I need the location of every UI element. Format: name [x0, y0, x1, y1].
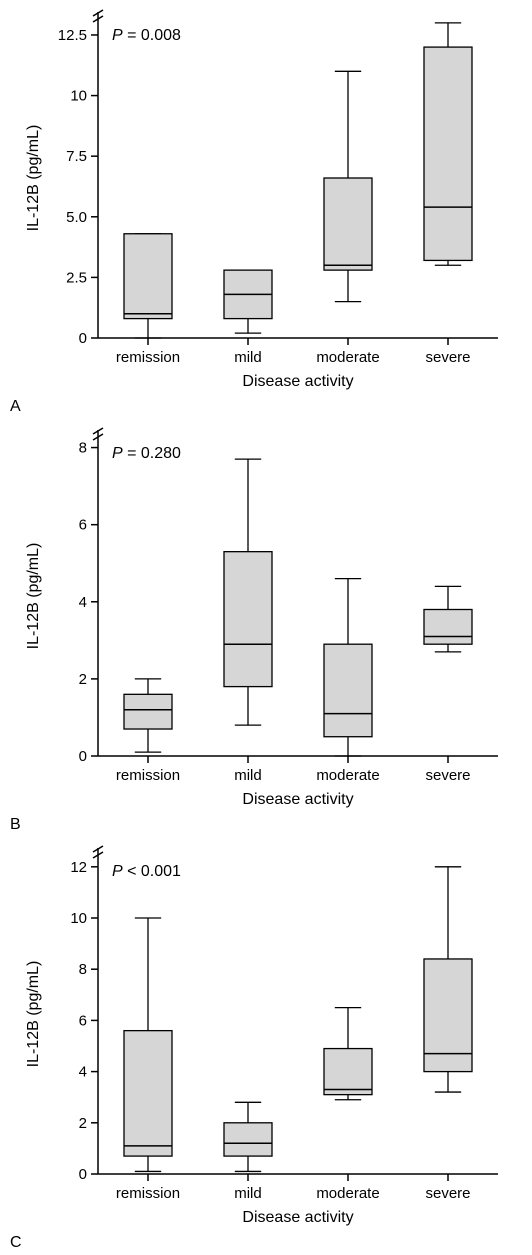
xtick-label: severe — [425, 349, 470, 366]
ytick-label: 6 — [79, 1012, 87, 1029]
xtick-label: severe — [425, 1185, 470, 1202]
boxplot-box — [324, 178, 372, 270]
y-axis-title: IL-12B (pg/mL) — [25, 961, 42, 1068]
ytick-label: 8 — [79, 440, 87, 457]
ytick-label: 6 — [79, 517, 87, 534]
boxplot-box — [324, 1049, 372, 1095]
panel-A: 0 2.5 5.0 7.5 10 12.5 remission mild moderate sev… — [0, 0, 532, 395]
panel-C: 0 2 4 6 8 10 12 remission mild moderate severe IL-1… — [0, 836, 532, 1231]
xtick-label: mild — [234, 349, 262, 366]
xtick-label: moderate — [316, 1185, 379, 1202]
x-axis-title: Disease activity — [242, 373, 353, 390]
panel-A-label: A — [10, 398, 21, 416]
ytick-label: 12 — [70, 859, 87, 876]
xtick-label: remission — [116, 349, 180, 366]
boxplot-box — [124, 694, 172, 729]
boxplot-box — [424, 47, 472, 260]
panel-C-label: C — [10, 1234, 22, 1252]
ytick-label: 0 — [79, 748, 87, 765]
boxplot-box — [424, 959, 472, 1072]
panel-B-label: B — [10, 816, 21, 834]
panel-B: 0 2 4 6 8 remission mild moderate severe IL-12B (… — [0, 418, 532, 813]
pvalue-text: P = 0.280 — [112, 445, 181, 462]
xtick-label: moderate — [316, 767, 379, 784]
x-axis-title: Disease activity — [242, 1209, 353, 1226]
figure-root: 0 2.5 5.0 7.5 10 12.5 remission mild moderate sev… — [0, 0, 532, 1255]
boxplot-box — [424, 609, 472, 644]
pvalue-text: P < 0.001 — [112, 863, 181, 880]
x-axis-title: Disease activity — [242, 791, 353, 808]
xtick-label: moderate — [316, 349, 379, 366]
boxplot-box — [224, 1123, 272, 1156]
ytick-label: 2.5 — [66, 269, 87, 286]
panel-A-svg: 0 2.5 5.0 7.5 10 12.5 remission mild moderate sev… — [0, 0, 532, 395]
pvalue-text: P = 0.008 — [112, 27, 181, 44]
ytick-label: 4 — [79, 1064, 87, 1081]
ytick-label: 2 — [79, 1115, 87, 1132]
boxplot-box — [124, 1031, 172, 1156]
panel-C-svg: 0 2 4 6 8 10 12 remission mild moderate severe IL-1… — [0, 836, 532, 1231]
ytick-label: 7.5 — [66, 148, 87, 165]
y-axis-title: IL-12B (pg/mL) — [25, 543, 42, 650]
ytick-label: 12.5 — [58, 27, 87, 44]
xtick-label: remission — [116, 1185, 180, 1202]
ytick-label: 4 — [79, 594, 87, 611]
ytick-label: 10 — [70, 88, 87, 105]
boxplot-box — [224, 552, 272, 687]
ytick-label: 0 — [79, 1166, 87, 1183]
y-axis-title: IL-12B (pg/mL) — [25, 125, 42, 232]
ytick-label: 2 — [79, 671, 87, 688]
ytick-label: 10 — [70, 910, 87, 927]
ytick-label: 0 — [79, 330, 87, 347]
xtick-label: mild — [234, 1185, 262, 1202]
boxplot-box — [324, 644, 372, 737]
boxplot-box — [124, 234, 172, 319]
ytick-label: 8 — [79, 961, 87, 978]
xtick-label: mild — [234, 767, 262, 784]
ytick-label: 5.0 — [66, 209, 87, 226]
xtick-label: remission — [116, 767, 180, 784]
panel-B-svg: 0 2 4 6 8 remission mild moderate severe IL-12B (… — [0, 418, 532, 813]
xtick-label: severe — [425, 767, 470, 784]
